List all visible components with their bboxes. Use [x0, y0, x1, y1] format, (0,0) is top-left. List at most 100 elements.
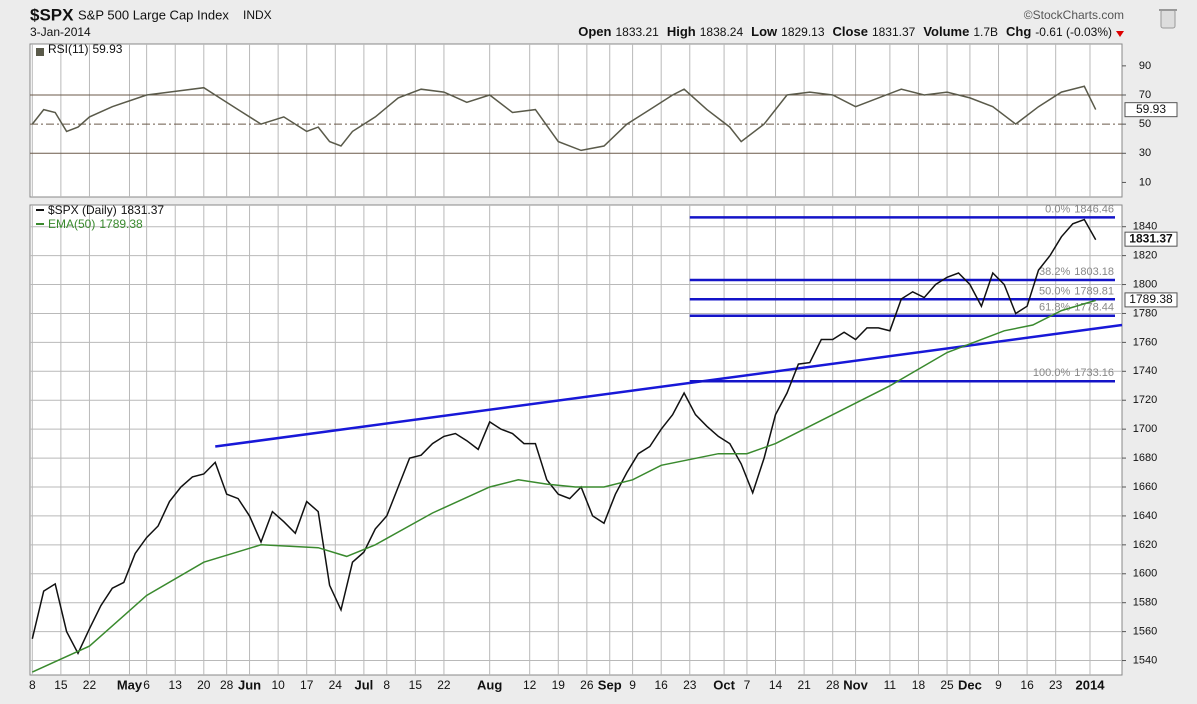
x-tick-label: 26 [580, 678, 594, 692]
fib-label: 38.2% 1803.18 [1039, 266, 1114, 278]
fib-value: 1733.16 [1074, 367, 1114, 379]
x-tick-label: 9 [995, 678, 1002, 692]
series-line [31, 299, 1096, 673]
x-tick-label: 15 [409, 678, 423, 692]
x-tick-label: 18 [912, 678, 926, 692]
y-tick-label: 1680 [1133, 452, 1157, 464]
date: 3-Jan-2014 [30, 25, 91, 39]
fib-label: 0.0% 1846.46 [1045, 203, 1114, 215]
fib-label: 100.0% 1733.16 [1033, 367, 1114, 379]
chg-arrow [1116, 31, 1124, 37]
x-tick-label: 7 [744, 678, 751, 692]
last-value-box [1124, 102, 1178, 118]
series-line [31, 218, 1097, 655]
x-tick-label: 14 [769, 678, 783, 692]
y-tick-label: 1820 [1133, 250, 1157, 262]
trendline [215, 323, 1123, 448]
fib-name: 38.2% [1039, 266, 1070, 278]
x-tick-label: 23 [683, 678, 697, 692]
trash-body[interactable] [1160, 9, 1176, 29]
last-value-label: 1831.37 [1129, 231, 1173, 245]
stat-label: Chg [1006, 24, 1031, 39]
last-value-box [1124, 231, 1178, 247]
y-tick-label: 90 [1139, 60, 1151, 72]
fib-value: 1846.46 [1074, 203, 1114, 215]
fib-value: 1778.44 [1074, 302, 1114, 314]
y-tick-label: 30 [1139, 147, 1151, 159]
y-tick-label: 1540 [1133, 654, 1157, 666]
x-tick-label: 8 [383, 678, 390, 692]
rsi-panel [29, 43, 1123, 198]
x-tick-label: 22 [437, 678, 451, 692]
fib-value: 1789.81 [1074, 285, 1114, 297]
y-tick-label: 70 [1139, 89, 1151, 101]
series-line [31, 85, 1097, 152]
x-tick-label: 11 [884, 678, 897, 692]
stat-value: 1831.37 [872, 25, 916, 39]
x-tick-label: 16 [655, 678, 669, 692]
stat-label: Close [833, 24, 868, 39]
fib-name: 100.0% [1033, 367, 1071, 379]
last-value-label: 1789.38 [1129, 292, 1173, 306]
y-tick-label: 1700 [1133, 423, 1157, 435]
legend-name: RSI(11) [48, 42, 88, 56]
x-tick-label: Jun [238, 677, 261, 692]
stat-value: 1.7B [973, 25, 998, 39]
x-tick-label: 8 [29, 678, 36, 692]
index-name: S&P 500 Large Cap Index [78, 7, 229, 22]
y-tick-label: 1660 [1133, 481, 1157, 493]
y-tick-label: 1600 [1133, 568, 1157, 580]
y-tick-label: 1740 [1133, 365, 1157, 377]
last-value-box [1124, 292, 1178, 308]
x-tick-label: 22 [83, 678, 97, 692]
x-tick-label: Sep [598, 677, 622, 692]
x-tick-label: 20 [197, 678, 211, 692]
stat-value: 1829.13 [781, 25, 825, 39]
stat-label: Low [751, 24, 778, 39]
trash-icon[interactable] [1159, 9, 1177, 29]
stat-value: -0.61 (-0.03%) [1035, 25, 1112, 39]
source: ©StockCharts.com [1024, 8, 1124, 22]
y-tick-label: 1800 [1133, 278, 1157, 290]
stat-value: 1838.24 [700, 25, 744, 39]
y-tick-label: 1560 [1133, 626, 1157, 638]
x-tick-label: 28 [826, 678, 840, 692]
x-tick-label: Aug [477, 677, 502, 692]
legend-value: 1789.38 [99, 217, 143, 231]
fib-name: 0.0% [1045, 203, 1070, 215]
legend-swatch [36, 48, 44, 56]
x-tick-label: 28 [220, 678, 234, 692]
x-tick-label: Dec [958, 677, 982, 692]
x-tick-label: Jul [354, 677, 373, 692]
x-tick-label: 9 [629, 678, 636, 692]
legend-entry: RSI(11) 59.93 [48, 42, 123, 56]
y-tick-label: 1760 [1133, 336, 1157, 348]
x-tick-label: May [117, 677, 143, 692]
fib-label: 61.8% 1778.44 [1039, 302, 1114, 314]
x-tick-label: 6 [143, 678, 150, 692]
y-tick-label: 1580 [1133, 597, 1157, 609]
x-tick-label: 25 [940, 678, 954, 692]
y-tick-label: 1640 [1133, 510, 1157, 522]
stat-label: Volume [923, 24, 969, 39]
y-tick-label: 1720 [1133, 394, 1157, 406]
x-tick-label: 10 [271, 678, 285, 692]
legend-swatch [36, 223, 44, 225]
legend-value: 1831.37 [121, 203, 165, 217]
exchange: INDX [243, 8, 272, 22]
x-tick-label: 15 [54, 678, 68, 692]
y-tick-label: 1840 [1133, 221, 1157, 233]
legend-entry: EMA(50) 1789.38 [48, 217, 143, 231]
legend-entry: $SPX (Daily) 1831.37 [48, 203, 164, 217]
y-tick-label: 10 [1139, 176, 1151, 188]
stat-label: High [667, 24, 696, 39]
legend-swatch [36, 209, 44, 211]
fib-value: 1803.18 [1074, 266, 1114, 278]
y-tick-label: 1620 [1133, 539, 1157, 551]
y-tick-label: 50 [1139, 118, 1151, 130]
symbol: $SPX [30, 5, 74, 24]
x-tick-label: 21 [797, 678, 811, 692]
stat-label: Open [578, 24, 611, 39]
x-tick-label: 24 [329, 678, 343, 692]
